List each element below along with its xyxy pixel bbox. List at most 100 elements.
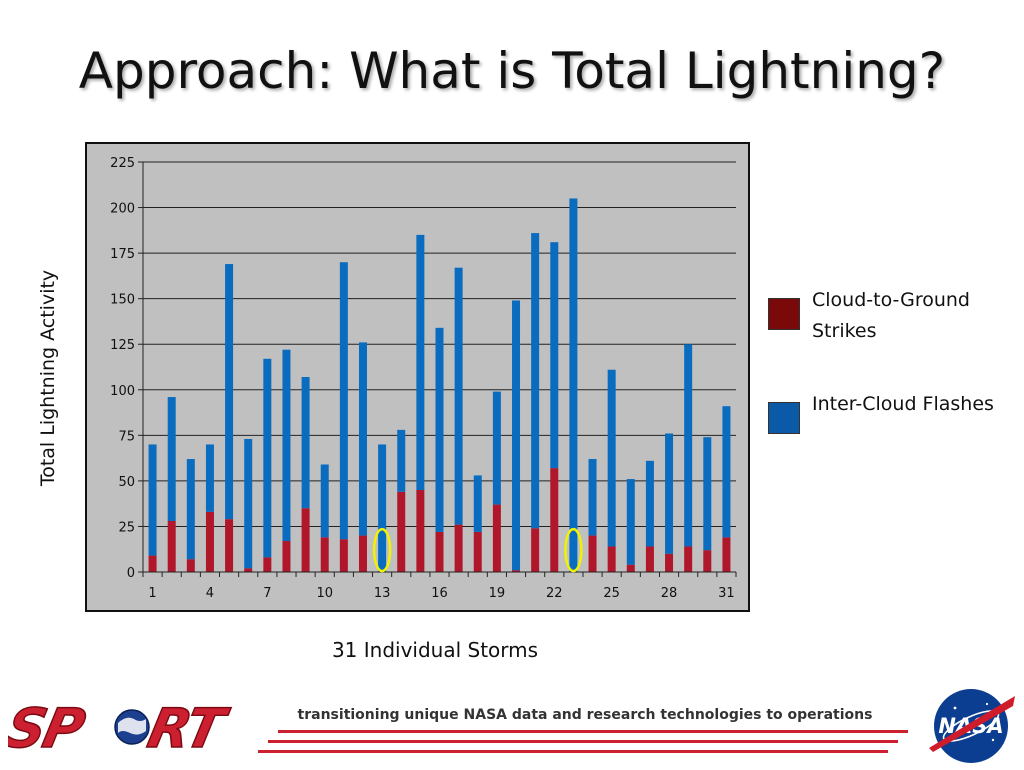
bar-cloud-to-ground bbox=[225, 519, 234, 572]
bar-cloud-to-ground bbox=[607, 546, 616, 572]
legend-label-cloud-to-ground: Cloud-to-Ground Strikes bbox=[812, 289, 970, 342]
bar-inter-cloud bbox=[550, 242, 559, 469]
bar-cloud-to-ground bbox=[722, 537, 731, 572]
bar-inter-cloud bbox=[588, 459, 597, 536]
x-tick-label: 28 bbox=[661, 586, 678, 601]
footer-tagline: transitioning unique NASA data and resea… bbox=[297, 707, 873, 723]
legend-swatch-cloud-to-ground bbox=[768, 298, 800, 330]
y-tick-label: 225 bbox=[110, 156, 135, 171]
bar-inter-cloud bbox=[358, 342, 367, 536]
bar-inter-cloud bbox=[722, 406, 731, 538]
y-axis-label: Total Lightning Activity bbox=[37, 269, 59, 487]
bar-cloud-to-ground bbox=[492, 504, 501, 572]
svg-text:RT: RT bbox=[143, 697, 234, 757]
x-tick-label: 22 bbox=[546, 586, 563, 601]
y-tick-label: 200 bbox=[110, 202, 135, 217]
footer-stripe bbox=[258, 750, 888, 753]
bar-inter-cloud bbox=[531, 233, 540, 529]
bar-cloud-to-ground bbox=[205, 511, 214, 572]
x-tick-label: 1 bbox=[148, 586, 156, 601]
legend-item-inter-cloud: Inter-Cloud Flashes bbox=[768, 389, 1008, 493]
x-tick-label: 7 bbox=[263, 586, 271, 601]
y-tick-label: 150 bbox=[110, 293, 135, 308]
y-tick-label: 175 bbox=[110, 247, 135, 262]
highlight-ellipse bbox=[372, 527, 392, 573]
y-tick-label: 25 bbox=[118, 520, 135, 535]
x-tick-label: 19 bbox=[489, 586, 506, 601]
bar-inter-cloud bbox=[225, 264, 234, 520]
x-tick-label: 4 bbox=[206, 586, 214, 601]
bar-inter-cloud bbox=[473, 475, 482, 532]
y-tick-label: 50 bbox=[118, 475, 135, 490]
sport-logo: SP RT bbox=[0, 696, 248, 761]
x-tick-label: 25 bbox=[603, 586, 620, 601]
bar-cloud-to-ground bbox=[244, 568, 253, 572]
bar-cloud-to-ground bbox=[550, 468, 559, 572]
bar-inter-cloud bbox=[263, 358, 272, 558]
bar-cloud-to-ground bbox=[301, 508, 310, 572]
bar-inter-cloud bbox=[645, 460, 654, 547]
bar-inter-cloud bbox=[492, 391, 501, 505]
x-tick-label: 10 bbox=[316, 586, 333, 601]
legend-item-cloud-to-ground: Cloud-to-Ground Strikes bbox=[768, 285, 1008, 389]
chart-frame: 0 25 50 75 100 125 150 175 200 225 1 4 7 10 13 16 19 22 25… bbox=[85, 142, 750, 612]
globe-icon bbox=[114, 709, 150, 745]
bar-inter-cloud bbox=[244, 438, 253, 569]
footer-stripe bbox=[278, 730, 908, 733]
bar-cloud-to-ground bbox=[282, 541, 291, 572]
bar-inter-cloud bbox=[339, 262, 348, 540]
bar-cloud-to-ground bbox=[339, 539, 348, 572]
legend-swatch-inter-cloud bbox=[768, 402, 800, 434]
bar-inter-cloud bbox=[665, 433, 674, 554]
bar-cloud-to-ground bbox=[186, 559, 195, 572]
bar-inter-cloud bbox=[301, 377, 310, 509]
bar-cloud-to-ground bbox=[531, 528, 540, 572]
svg-text:SP: SP bbox=[8, 697, 91, 757]
y-tick-label: 0 bbox=[127, 566, 135, 581]
footer-stripe bbox=[268, 740, 898, 743]
x-tick-label: 31 bbox=[718, 586, 735, 601]
slide-title: Approach: What is Total Lightning? bbox=[78, 42, 946, 100]
bar-inter-cloud bbox=[454, 267, 463, 525]
bar-inter-cloud bbox=[512, 300, 521, 571]
bar-inter-cloud bbox=[435, 327, 444, 532]
bar-cloud-to-ground bbox=[416, 490, 425, 572]
bar-inter-cloud bbox=[205, 444, 214, 512]
y-tick-label: 75 bbox=[118, 429, 135, 444]
chart-plot: 0 25 50 75 100 125 150 175 200 225 1 4 7 10 13 16 19 22 25… bbox=[110, 156, 737, 601]
y-tick-label: 125 bbox=[110, 338, 135, 353]
bar-inter-cloud bbox=[416, 234, 425, 490]
bar-inter-cloud bbox=[569, 198, 578, 572]
bar-cloud-to-ground bbox=[626, 564, 635, 572]
bar-cloud-to-ground bbox=[454, 524, 463, 572]
bar-cloud-to-ground bbox=[263, 557, 272, 572]
bar-cloud-to-ground bbox=[703, 550, 712, 572]
bar-inter-cloud bbox=[626, 479, 635, 565]
bar-cloud-to-ground bbox=[684, 546, 693, 572]
bar-inter-cloud bbox=[148, 444, 157, 556]
bar-cloud-to-ground bbox=[665, 553, 674, 572]
bar-inter-cloud bbox=[684, 344, 693, 547]
bar-cloud-to-ground bbox=[167, 520, 176, 572]
bar-inter-cloud bbox=[607, 369, 616, 547]
bar-cloud-to-ground bbox=[512, 570, 521, 572]
x-tick-label: 16 bbox=[431, 586, 448, 601]
bar-inter-cloud bbox=[167, 397, 176, 521]
bar-cloud-to-ground bbox=[473, 531, 482, 572]
chart-legend: Cloud-to-Ground Strikes Inter-Cloud Flas… bbox=[768, 285, 1008, 493]
bar-cloud-to-ground bbox=[645, 546, 654, 572]
bar-inter-cloud bbox=[397, 429, 406, 492]
x-tick-label: 13 bbox=[374, 586, 391, 601]
bar-cloud-to-ground bbox=[358, 535, 367, 572]
bar-inter-cloud bbox=[703, 437, 712, 551]
highlight-ellipse bbox=[564, 527, 583, 573]
bar-cloud-to-ground bbox=[397, 491, 406, 572]
bar-cloud-to-ground bbox=[320, 537, 329, 572]
legend-label-inter-cloud: Inter-Cloud Flashes bbox=[812, 393, 994, 415]
y-tick-label: 100 bbox=[110, 384, 135, 399]
bar-inter-cloud bbox=[378, 444, 387, 572]
bar-inter-cloud bbox=[186, 459, 195, 560]
bar-cloud-to-ground bbox=[435, 531, 444, 572]
bar-inter-cloud bbox=[320, 464, 329, 538]
bar-cloud-to-ground bbox=[148, 555, 157, 572]
